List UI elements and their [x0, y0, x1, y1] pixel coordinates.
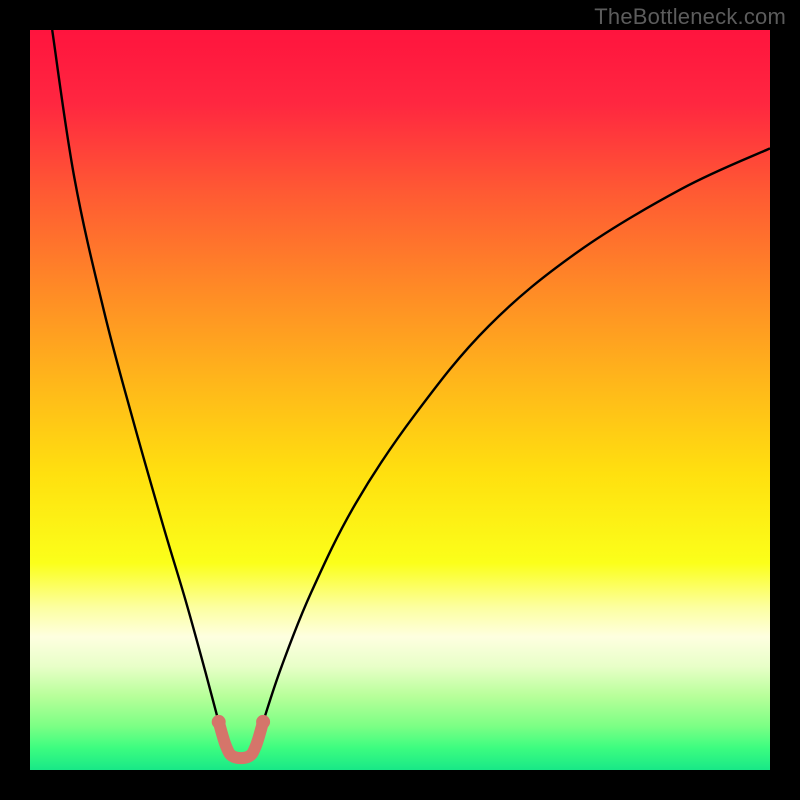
bottom-u-curve [219, 722, 263, 758]
chart-plot-area [30, 30, 770, 770]
bottom-u-markers [212, 715, 270, 729]
chart-curves-overlay [30, 30, 770, 770]
left-curve [52, 30, 219, 722]
right-curve [263, 148, 770, 722]
watermark-text: TheBottleneck.com [594, 4, 786, 30]
